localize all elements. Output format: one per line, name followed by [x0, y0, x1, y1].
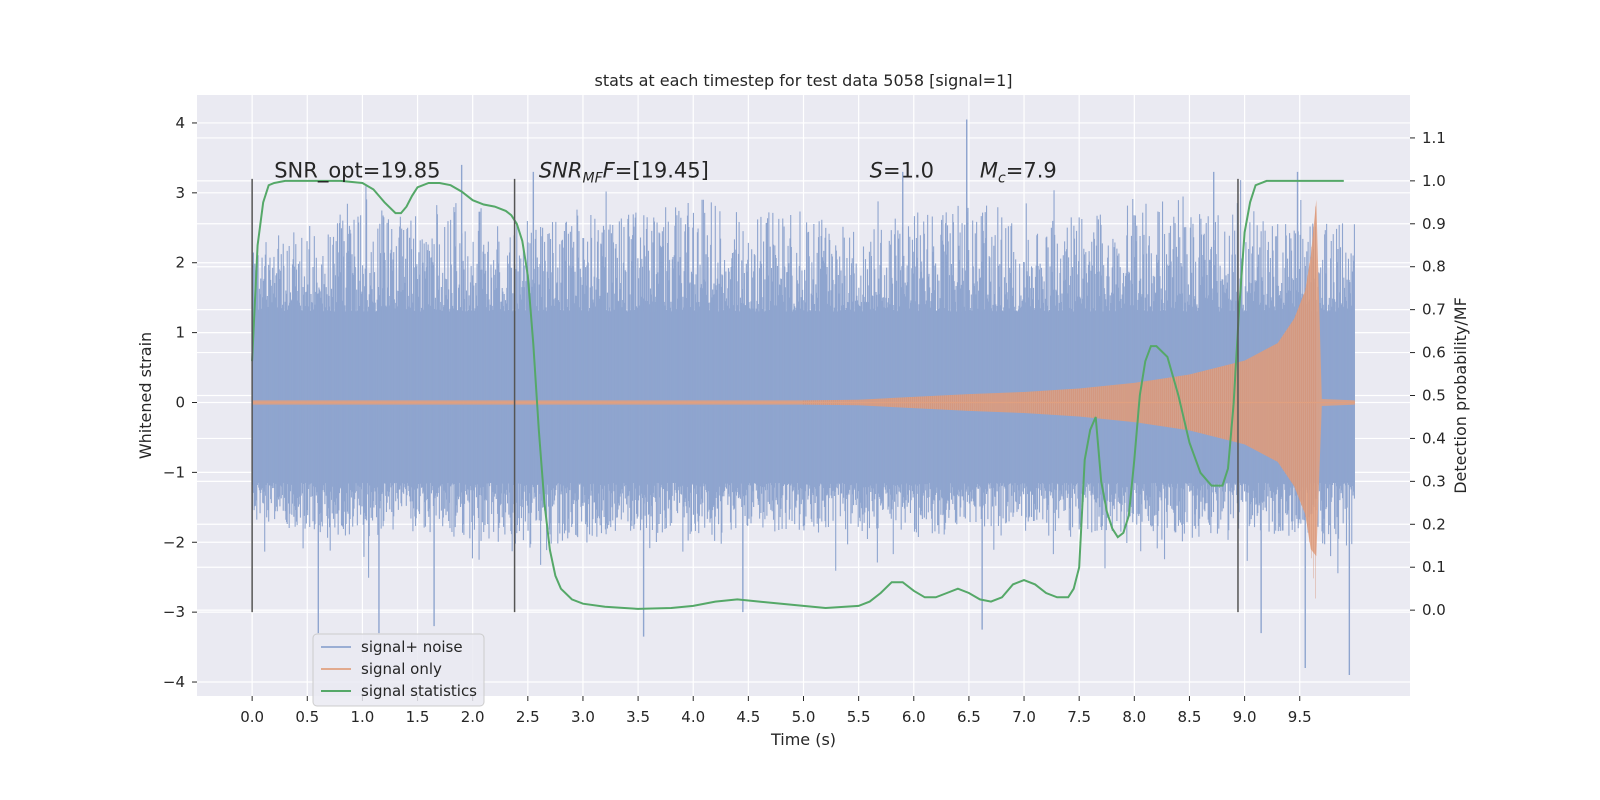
chart-title: stats at each timestep for test data 505… [594, 71, 1012, 90]
annotation-mc-value: =7.9 [1006, 158, 1057, 182]
y2-tick-label: 1.1 [1422, 129, 1446, 147]
y-tick-label: −3 [163, 603, 185, 621]
x-tick-label: 9.5 [1288, 708, 1312, 726]
y-tick-label: 3 [175, 184, 185, 202]
annotation-mc: Mc=7.9 [980, 158, 1057, 186]
x-tick-label: 2.0 [461, 708, 485, 726]
annotations: SNR_opt=19.85 SNRMFF=[19.45] S=1.0 Mc=7.… [274, 158, 1057, 186]
y2-tick-label: 0.9 [1422, 215, 1446, 233]
axes: 0.0 0.5 1.0 1.5 2.0 2.5 3.0 3.5 4.0 4.5 5.0 5.5 6.0 6… [163, 114, 1446, 726]
y-tick-label: −1 [163, 463, 185, 481]
series-signal-noise [251, 119, 1355, 676]
x-tick-label: 8.5 [1178, 708, 1202, 726]
y2-tick-label: 0.6 [1422, 344, 1446, 362]
legend: signal+ noise signal only signal statist… [312, 633, 485, 707]
x-tick-label: 6.0 [902, 708, 926, 726]
annotation-mc-symbol: M [980, 158, 998, 182]
y2-tick-label: 0.3 [1422, 472, 1446, 490]
x-tick-label: 1.0 [350, 708, 374, 726]
series-signal-statistics [251, 179, 1344, 610]
y2-tick-label: 1.0 [1422, 172, 1446, 190]
y2-axis-title: Detection probability/MF [1451, 297, 1470, 494]
y-tick-label: 2 [175, 254, 185, 272]
annotation-s: S=1.0 [870, 158, 934, 182]
y-tick-label: 0 [175, 393, 185, 411]
annotation-snr-opt: SNR_opt=19.85 [274, 158, 440, 183]
y2-tick-label: 0.7 [1422, 301, 1446, 319]
y2-tick-label: 0.5 [1422, 387, 1446, 405]
y2-tick-label: 0.4 [1422, 429, 1446, 447]
y-tick-label: 4 [175, 114, 185, 132]
y2-tick-label: 0.1 [1422, 558, 1446, 576]
plot-area [251, 119, 1355, 676]
annotation-mc-subscript: c [998, 170, 1006, 186]
window-markers [251, 178, 1239, 613]
annotation-snr-mf-subscript: MF [582, 170, 603, 186]
x-tick-label: 6.5 [957, 708, 981, 726]
x-tick-label: 4.0 [681, 708, 705, 726]
x-tick-label: 5.5 [847, 708, 871, 726]
series-signal-only [252, 199, 1355, 599]
x-tick-label: 3.5 [626, 708, 650, 726]
x-tick-label: 7.0 [1012, 708, 1036, 726]
annotation-snr-mf-value: =[19.45] [615, 158, 709, 182]
x-tick-label: 2.5 [516, 708, 540, 726]
x-tick-label: 9.0 [1233, 708, 1257, 726]
y2-tick-label: 0.8 [1422, 258, 1446, 276]
legend-box [312, 633, 485, 707]
x-tick-label: 3.0 [571, 708, 595, 726]
x-tick-label: 4.5 [736, 708, 760, 726]
legend-label-signal-only: signal only [361, 660, 442, 678]
annotation-snr-mf: SNRMFF=[19.45] [539, 158, 709, 186]
y2-tick-label: 0.0 [1422, 601, 1446, 619]
x-tick-label: 0.0 [240, 708, 264, 726]
x-axis-title: Time (s) [770, 730, 836, 749]
y-tick-label: 1 [175, 324, 185, 342]
x-tick-label: 5.0 [792, 708, 816, 726]
y2-tick-label: 0.2 [1422, 515, 1446, 533]
annotation-s-value: =1.0 [883, 158, 934, 182]
x-tick-label: 8.0 [1122, 708, 1146, 726]
legend-label-signal-noise: signal+ noise [361, 638, 463, 656]
legend-label-signal-statistics: signal statistics [361, 682, 477, 700]
y-axis-title: Whitened strain [136, 332, 155, 459]
y-tick-label: −4 [163, 673, 185, 691]
annotation-s-symbol: S [870, 158, 883, 182]
x-tick-label: 1.5 [406, 708, 430, 726]
x-tick-label: 7.5 [1067, 708, 1091, 726]
annotation-snr-mf-f: F [603, 158, 616, 182]
x-tick-label: 0.5 [295, 708, 319, 726]
y-tick-label: −2 [163, 533, 185, 551]
annotation-snr-mf-symbol: SNR [539, 158, 583, 182]
